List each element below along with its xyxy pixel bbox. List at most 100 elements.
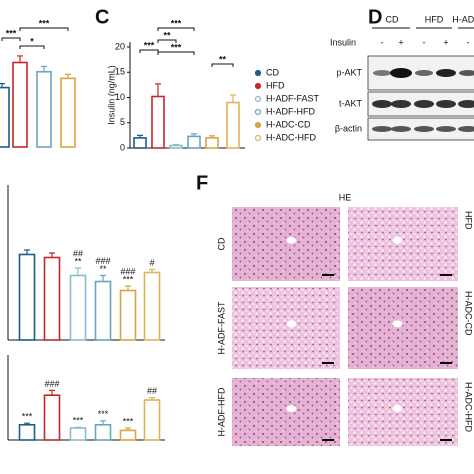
bracket (157, 51, 195, 55)
error-bar (24, 422, 30, 425)
y-tick-label: 15 (115, 67, 125, 77)
bar (151, 95, 165, 149)
legend-marker (254, 121, 262, 129)
blot (367, 27, 474, 141)
row-label: H-ADF-FAST (216, 301, 226, 355)
blot-sign: - (467, 37, 470, 47)
significance: *** (123, 274, 134, 284)
bar (226, 101, 240, 149)
histology-image (232, 207, 340, 281)
bar (18, 253, 36, 341)
stain-label: HE (339, 192, 352, 202)
error-bar (24, 249, 30, 255)
error-bar (100, 420, 106, 425)
y-tick-label: 20 (115, 41, 125, 51)
error-bar (209, 135, 215, 138)
blot-sign: + (398, 37, 403, 47)
blot-group: H-ADF (452, 14, 474, 24)
error-bar (155, 83, 161, 97)
significance: ### (95, 256, 110, 266)
blot-sign: - (381, 37, 384, 47)
bracket (1, 37, 21, 41)
legend-marker (254, 95, 262, 103)
error-bar (149, 397, 155, 400)
bar-chart: ******* (0, 18, 76, 148)
significance: ** (163, 30, 171, 40)
row-label: H-ADC-HFD (464, 382, 474, 432)
legend-label: H-ADF-HFD (266, 106, 315, 116)
error-bar (191, 133, 197, 137)
error-bar (49, 389, 55, 396)
bracket (19, 27, 69, 31)
error-bar (17, 55, 23, 63)
bar (18, 423, 36, 441)
blot-row-label: t-AKT (339, 98, 363, 108)
bar (69, 274, 87, 341)
bar (43, 256, 61, 341)
legend-label: H-ADC-HFD (266, 132, 316, 142)
blot-treatment: Insulin (330, 37, 356, 47)
significance: ### (120, 266, 135, 276)
bar (12, 61, 28, 148)
panel-label: C (95, 6, 109, 28)
blot-row-label: β-actin (335, 123, 362, 133)
vessel (286, 320, 297, 328)
significance: # (149, 258, 154, 268)
error-bar (230, 94, 236, 103)
significance: * (30, 36, 34, 46)
blot-sign: - (423, 37, 426, 47)
histology-image (232, 378, 340, 446)
significance: *** (22, 412, 33, 422)
bracket (211, 63, 234, 67)
error-bar (0, 83, 5, 88)
y-tick-label: 10 (115, 92, 125, 102)
significance: *** (144, 40, 155, 50)
vessel (286, 405, 297, 413)
legend-label: HFD (266, 80, 285, 90)
histology-image (348, 378, 458, 446)
error-bar (173, 143, 179, 146)
significance: ### (44, 379, 59, 389)
bracket (157, 39, 177, 43)
row-label: CD (216, 237, 226, 250)
significance: *** (39, 18, 50, 28)
blot-sign: + (443, 37, 448, 47)
y-tick-label: 5 (120, 117, 125, 127)
y-tick-label: 0 (120, 142, 125, 152)
bar (119, 289, 137, 341)
bar (43, 394, 61, 441)
bracket (139, 49, 159, 53)
significance: *** (123, 416, 134, 426)
bracket (19, 45, 45, 49)
error-bar (65, 73, 71, 79)
histology-image (348, 207, 458, 281)
bracket (157, 27, 195, 31)
bar (169, 144, 183, 149)
histology-image (232, 287, 340, 369)
legend-marker (254, 108, 262, 116)
error-bar (125, 285, 131, 291)
bar (60, 77, 76, 148)
error-bar (137, 134, 143, 138)
panel-label: F (196, 172, 208, 194)
error-bar (75, 426, 81, 428)
panel-label: D (368, 6, 382, 28)
legend-marker (254, 69, 262, 77)
error-bar (41, 65, 47, 72)
bar (36, 70, 52, 148)
legend-label: CD (266, 67, 279, 77)
error-bar (100, 274, 106, 282)
bar-chart: *** ### *** *** *** ## (7, 355, 165, 441)
significance: *** (171, 42, 182, 52)
blot-group: CD (386, 14, 399, 24)
bar (0, 86, 10, 148)
histology-image (348, 287, 458, 369)
legend-marker (254, 134, 262, 142)
significance: *** (73, 416, 84, 426)
bar (94, 280, 112, 341)
vessel (286, 236, 297, 244)
significance: ** (74, 256, 82, 266)
significance: ** (219, 54, 227, 64)
